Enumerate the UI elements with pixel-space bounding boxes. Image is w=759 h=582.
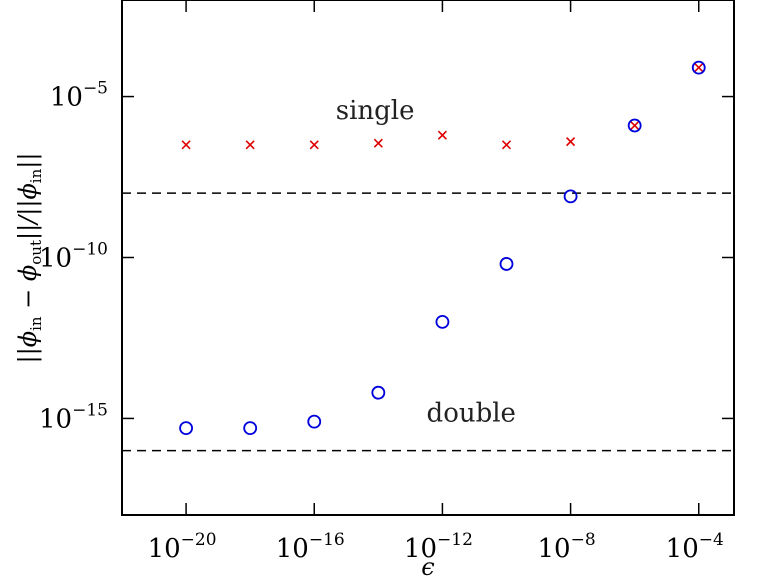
cross-point	[373, 138, 383, 148]
circle-point	[371, 385, 386, 400]
axis-ticks: 10−20 10−16 10−12 10−8 10−4 10−5 10−10 10−15	[39, 0, 734, 564]
plot-frame	[121, 0, 735, 516]
x-tick-label: 10−16	[276, 530, 345, 564]
cross-point	[566, 137, 576, 147]
reference-lines	[122, 192, 734, 452]
annotation-single: single	[336, 96, 415, 126]
cross-point	[437, 130, 447, 140]
cross-point	[694, 63, 704, 73]
circle-point	[243, 421, 258, 435]
cross-point	[181, 140, 191, 150]
y-axis-label: ||ϕin − ϕout||/||ϕin||	[14, 153, 45, 364]
x-axis-label: ϵ	[421, 553, 434, 581]
y-tick-label: 10−5	[50, 79, 108, 113]
cross-point	[245, 140, 255, 150]
circle-point	[563, 189, 578, 204]
y-tick-label: 10−10	[39, 240, 108, 274]
x-tick-label: 10−20	[148, 530, 217, 564]
circle-point	[179, 421, 193, 435]
circle-point	[691, 60, 706, 75]
circle-point	[307, 414, 322, 429]
x-tick-label: 10−4	[666, 530, 724, 564]
annotations: single double	[336, 96, 516, 429]
circle-point	[627, 118, 642, 133]
x-tick-label: 10−8	[538, 530, 596, 564]
x-tick-label: 10−12	[404, 530, 473, 564]
annotation-double: double	[427, 399, 516, 429]
cross-point	[501, 140, 512, 150]
circle-point	[435, 314, 450, 329]
cross-point	[630, 120, 640, 131]
data-marks	[179, 60, 706, 435]
y-tick-label: 10−15	[39, 400, 108, 434]
cross-point	[309, 140, 319, 150]
circle-point	[499, 257, 514, 271]
